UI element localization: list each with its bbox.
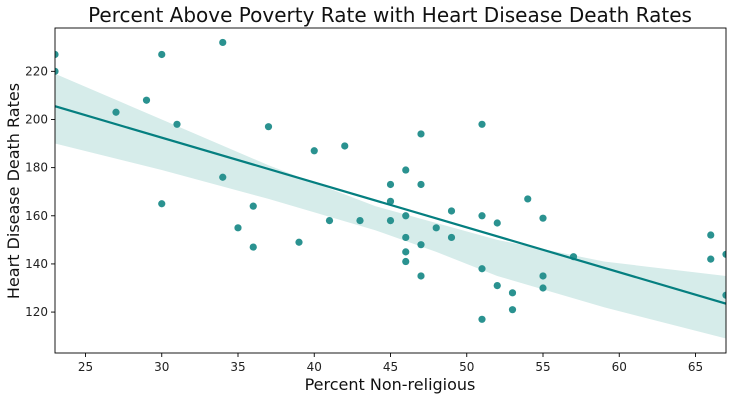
y-axis-label: Heart Disease Death Rates xyxy=(4,83,23,299)
data-point xyxy=(478,212,486,220)
x-tick-label: 40 xyxy=(307,360,322,374)
x-tick-label: 35 xyxy=(230,360,245,374)
data-point xyxy=(539,272,547,280)
data-point xyxy=(478,315,486,323)
chart-title: Percent Above Poverty Rate with Heart Di… xyxy=(88,3,692,27)
data-point xyxy=(386,197,395,205)
data-point xyxy=(402,248,410,256)
data-point xyxy=(478,265,486,273)
data-point xyxy=(417,272,425,280)
data-point xyxy=(325,216,334,225)
data-point xyxy=(295,238,303,246)
x-tick-label: 65 xyxy=(688,360,703,374)
data-point xyxy=(493,219,501,227)
data-point xyxy=(341,142,349,150)
data-point xyxy=(55,67,59,75)
data-point xyxy=(539,284,547,292)
y-tick-label: 180 xyxy=(25,161,48,175)
data-point xyxy=(722,291,726,299)
x-tick-label: 30 xyxy=(154,360,169,374)
data-point xyxy=(447,207,456,215)
data-point xyxy=(539,214,547,222)
data-point xyxy=(386,180,395,189)
y-tick-label: 160 xyxy=(25,209,48,223)
data-point xyxy=(249,243,257,251)
plot-area: 25 30 35 40 45 50 55 60 65 120 140 160 180 200 220 xyxy=(25,27,727,374)
data-point xyxy=(417,241,425,249)
data-point xyxy=(249,202,257,210)
y-tick-label: 120 xyxy=(25,305,48,319)
data-point xyxy=(447,233,456,242)
x-tick-label: 60 xyxy=(612,360,627,374)
data-point xyxy=(55,50,59,59)
x-tick-label: 25 xyxy=(78,360,93,374)
confidence-band xyxy=(55,73,726,339)
y-tick-label: 220 xyxy=(25,64,48,78)
x-tick-label: 50 xyxy=(459,360,474,374)
data-point xyxy=(402,212,410,220)
data-point xyxy=(173,120,181,128)
data-point xyxy=(310,147,318,155)
data-point xyxy=(158,50,166,59)
data-point xyxy=(158,200,166,208)
y-tick-label: 140 xyxy=(25,257,48,271)
data-point xyxy=(234,224,242,232)
plot-data-group xyxy=(55,38,726,339)
data-point xyxy=(493,281,501,290)
data-point xyxy=(524,195,532,203)
data-point xyxy=(722,250,726,258)
x-tick-label: 45 xyxy=(383,360,398,374)
data-point xyxy=(707,231,715,239)
data-point xyxy=(219,38,227,47)
data-point xyxy=(508,306,517,314)
data-point xyxy=(112,108,120,116)
data-point xyxy=(386,216,395,225)
data-point xyxy=(417,130,425,138)
data-point xyxy=(356,216,364,225)
data-point xyxy=(219,173,227,181)
data-point xyxy=(417,180,425,189)
y-tick-label: 200 xyxy=(25,112,48,126)
data-point xyxy=(508,289,517,297)
x-axis-label: Percent Non-religious xyxy=(305,375,476,394)
data-point xyxy=(707,255,715,263)
data-point xyxy=(478,120,486,128)
data-point xyxy=(142,96,151,104)
x-tick-label: 55 xyxy=(535,360,550,374)
data-point xyxy=(264,123,273,131)
data-point xyxy=(432,224,440,232)
data-point xyxy=(402,257,410,266)
data-point xyxy=(402,233,410,242)
regression-line xyxy=(55,105,726,305)
data-point xyxy=(402,166,410,174)
